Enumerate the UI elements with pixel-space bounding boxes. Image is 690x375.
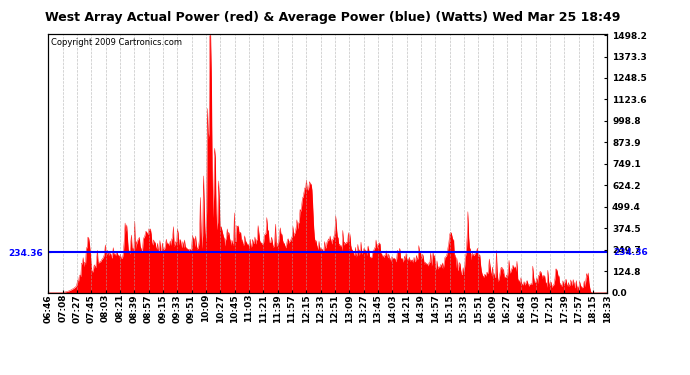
Text: West Array Actual Power (red) & Average Power (blue) (Watts) Wed Mar 25 18:49: West Array Actual Power (red) & Average … [45, 11, 620, 24]
Text: 234.36: 234.36 [613, 248, 647, 257]
Text: Copyright 2009 Cartronics.com: Copyright 2009 Cartronics.com [51, 38, 182, 46]
